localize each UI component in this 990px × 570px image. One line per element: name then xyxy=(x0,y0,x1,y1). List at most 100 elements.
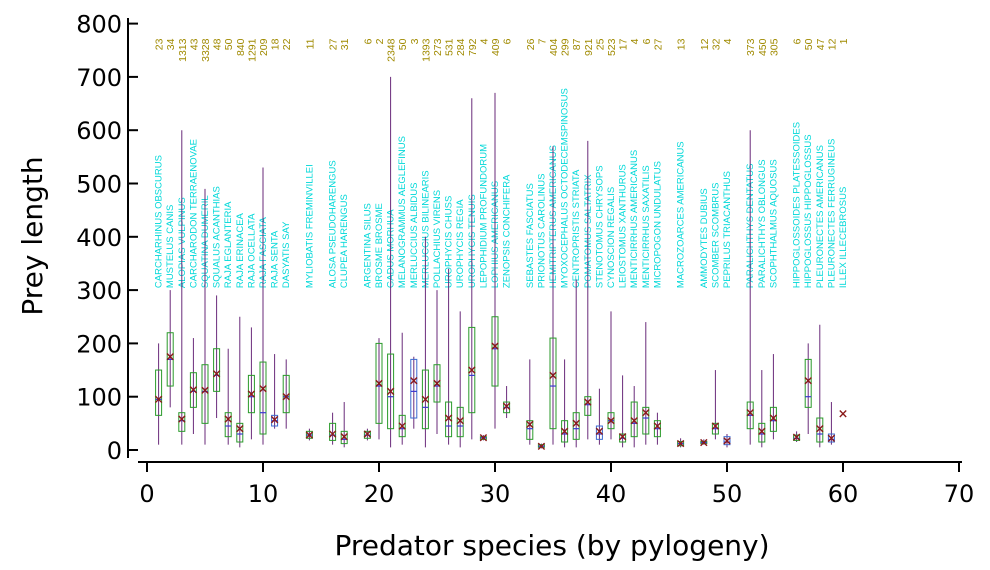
box xyxy=(584,396,592,416)
mean-marker xyxy=(526,420,534,429)
species-label: CARCHARHINUS OBSCURUS xyxy=(154,155,165,288)
species-label: SQUALUS ACANTHIAS xyxy=(212,186,223,288)
mean-marker xyxy=(189,386,198,394)
box xyxy=(468,326,476,414)
species-label: CENTROPRISTIS STRIATA xyxy=(571,169,582,288)
x-axis-title: Predator species (by pylogeny) xyxy=(334,529,769,562)
species-label: SCOMBER SCOMBRUS xyxy=(710,183,721,289)
species-label: ZENOPSIS CONCHIFERA xyxy=(502,174,513,288)
y-tick-label: 500 xyxy=(76,171,122,199)
box xyxy=(595,425,603,440)
box xyxy=(561,420,569,443)
count-label: 6 xyxy=(792,38,804,44)
species-label: MERLUCCIUS ALBIDUS xyxy=(409,183,420,289)
mean-marker xyxy=(456,416,464,425)
y-tick-label: 200 xyxy=(76,330,122,358)
count-label: 2 xyxy=(374,38,386,44)
count-label: 11 xyxy=(304,38,316,49)
count-label: 792 xyxy=(467,38,479,56)
count-label: 17 xyxy=(618,38,630,50)
y-tick-label: 400 xyxy=(76,224,122,252)
x-axis: 0 10 20 30 40 50 60 70 xyxy=(138,461,974,508)
count-label: 531 xyxy=(444,38,456,56)
box xyxy=(155,369,163,416)
mean-marker xyxy=(700,438,708,447)
x-tick-label: 20 xyxy=(364,480,395,508)
box xyxy=(213,348,221,392)
species-label: MENTICIRRHUS AMERICANUS xyxy=(629,150,640,288)
box xyxy=(630,401,638,438)
mean-marker xyxy=(398,422,406,430)
species-label: CARCHARODON TERRAENOVAE xyxy=(188,139,199,288)
species-label: POLLACHIUS VIRENS xyxy=(432,190,443,288)
y-axis-title: Prey length xyxy=(16,156,49,315)
count-label: 273 xyxy=(432,38,444,56)
count-label: 18 xyxy=(270,38,282,50)
mean-marker xyxy=(758,427,766,436)
x-tick-label: 0 xyxy=(139,480,154,508)
count-label: 305 xyxy=(768,38,780,56)
count-label: 12 xyxy=(826,38,838,50)
species-label: RAJA SENTA xyxy=(270,230,281,288)
mean-marker xyxy=(630,416,638,425)
box xyxy=(387,353,395,430)
mean-marker xyxy=(444,414,453,422)
box xyxy=(189,372,197,408)
species-label: UROPHYCIS REGIA xyxy=(455,199,466,288)
mean-marker xyxy=(792,433,801,441)
mean-marker xyxy=(410,377,418,385)
box xyxy=(398,414,406,438)
count-label: 50 xyxy=(397,38,409,50)
y-tick-label: 100 xyxy=(76,384,122,412)
mean-marker xyxy=(363,430,372,438)
count-label: 450 xyxy=(757,38,769,56)
mean-marker xyxy=(723,437,731,445)
count-label: 3328 xyxy=(200,38,212,62)
y-tick-label: 0 xyxy=(107,437,122,465)
count-label: 22 xyxy=(281,38,293,50)
y-tick-label: 800 xyxy=(76,11,122,39)
mean-marker xyxy=(421,395,430,404)
count-label: 1 xyxy=(838,38,850,44)
mean-marker xyxy=(502,402,511,410)
mean-marker xyxy=(746,408,754,417)
species-label: LEPOPHIDIUM PROFUNDORUM xyxy=(478,144,489,288)
mean-marker xyxy=(676,439,685,448)
box xyxy=(549,337,557,430)
count-label: 12 xyxy=(699,38,711,50)
species-label: MENTICIRRHUS SAXATILIS xyxy=(641,165,652,288)
species-label: RAJA OCELLATA xyxy=(246,213,257,288)
count-label: 34 xyxy=(165,38,177,50)
count-label: 48 xyxy=(212,38,224,50)
species-label: CLUPEA HARENGUS xyxy=(339,194,350,288)
species-label: PRIONOTUS CAROLINUS xyxy=(536,174,547,289)
mean-marker xyxy=(653,422,662,430)
mean-marker xyxy=(305,431,314,439)
count-label: 840 xyxy=(235,38,247,56)
box xyxy=(259,361,267,435)
x-tick-label: 30 xyxy=(480,480,511,508)
count-label: 1313 xyxy=(177,38,189,62)
box xyxy=(456,406,464,438)
species-label: RAJA EGLANTERIA xyxy=(223,201,234,288)
mean-marker xyxy=(479,434,488,442)
species-label: MYLIOBATIS FREMINVILLEI xyxy=(304,164,315,288)
mean-marker xyxy=(166,353,174,361)
x-tick-label: 50 xyxy=(712,480,743,508)
count-label: 23 xyxy=(154,38,166,50)
species-label: PARALICHTHYS OBLONGUS xyxy=(757,159,768,288)
box xyxy=(224,412,232,438)
count-label: 404 xyxy=(548,38,560,56)
count-label: 409 xyxy=(490,38,502,56)
mean-marker xyxy=(212,370,221,378)
mean-marker xyxy=(572,419,580,428)
box xyxy=(201,364,209,424)
x-tick-label: 10 xyxy=(248,480,279,508)
count-label: 6 xyxy=(362,38,374,44)
mean-marker xyxy=(827,434,836,442)
mean-marker xyxy=(607,416,615,425)
species-label: ARGENTINA SILUS xyxy=(362,203,373,288)
count-label: 13 xyxy=(676,38,688,50)
